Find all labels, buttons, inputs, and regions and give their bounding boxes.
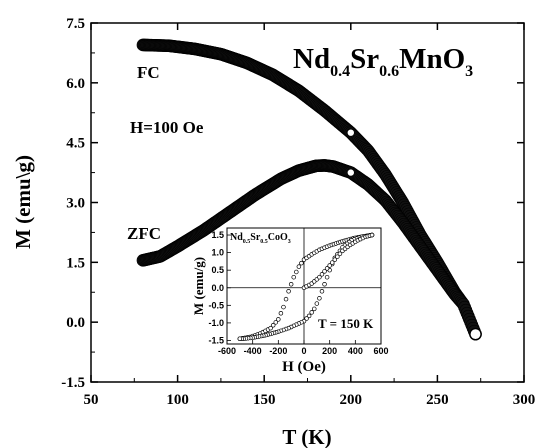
inset-hysteresis-point <box>294 269 299 275</box>
y-tick-label: 7.5 <box>66 16 85 32</box>
inset-x-axis-title: H (Oe) <box>282 359 326 375</box>
inset-x-tick-label: -400 <box>244 346 262 356</box>
y-axis-title: M (emu\g) <box>11 155 35 249</box>
x-tick-label: 100 <box>166 392 189 408</box>
inset-y-tick-label: 0.5 <box>211 265 224 275</box>
fc-open-point <box>469 328 482 341</box>
inset-hysteresis-point <box>317 296 322 301</box>
x-axis-title: T (K) <box>282 425 331 448</box>
inset-hysteresis-point <box>304 316 309 321</box>
y-tick-label: 0.0 <box>66 315 85 331</box>
inset-hysteresis-point <box>324 274 330 280</box>
x-tick-label: 250 <box>426 392 449 408</box>
x-tick-label: 50 <box>84 392 99 408</box>
inset-y-tick-label: 1.0 <box>211 248 224 258</box>
inset-y-tick-label: -1.0 <box>208 318 224 328</box>
inset-hysteresis-point <box>306 313 312 319</box>
inset-x-tick-label: -200 <box>269 346 287 356</box>
inset-y-axis-title: M (emu/g) <box>191 257 206 315</box>
inset-x-tick-label: 600 <box>373 346 388 356</box>
x-tick-label: 150 <box>253 392 276 408</box>
inset-hysteresis-point <box>270 323 276 328</box>
fc-series-label: FC <box>137 63 160 82</box>
inset-hysteresis-point <box>278 310 284 316</box>
zfc-series-label: ZFC <box>127 224 161 243</box>
x-tick-label: 200 <box>340 392 363 408</box>
inset-hysteresis-point <box>296 264 302 269</box>
inset-hysteresis-point <box>319 272 325 277</box>
inset-hysteresis-point <box>283 296 289 302</box>
title-el1: Nd <box>293 43 330 75</box>
inset-hysteresis-point <box>324 266 330 271</box>
inset-hysteresis-point <box>314 301 320 306</box>
title-el3: MnO <box>399 43 465 75</box>
y-tick-label: 3.0 <box>66 196 85 212</box>
inset-axes: -600 -400 -200 0 200 400 600 -1.5 -1.0 -0.5 0.0 0.5… <box>208 228 389 356</box>
inset-hysteresis-point <box>319 289 325 294</box>
inset-y-tick-label: 0.0 <box>211 283 224 293</box>
inset-hysteresis-point <box>322 281 327 287</box>
chart-title: Nd0.4Sr0.6MnO3 <box>293 43 473 80</box>
inset-x-tick-label: -600 <box>218 346 236 356</box>
main-series <box>136 38 482 341</box>
inset-title: Nd0.5Sr0.5CoO3 <box>230 232 291 245</box>
x-tick-label: 300 <box>513 392 536 408</box>
inset-hysteresis-point <box>369 232 375 238</box>
inset-hysteresis-point <box>299 260 304 266</box>
fc-open-point <box>346 128 355 137</box>
main-axes: 50 100 150 200 250 300 -1.5 0.0 1.5 3.0 4.5 6.0 7.5 <box>61 16 535 408</box>
inset-title-sub1: 0.5 <box>243 239 251 245</box>
inset-hysteresis-point <box>281 304 286 310</box>
y-tick-label: -1.5 <box>61 375 85 391</box>
inset-title-el3: CoO <box>268 232 288 243</box>
inset-hysteresis-point <box>322 269 327 274</box>
inset-temperature-annotation: T = 150 K <box>318 316 374 331</box>
inset-series <box>237 232 375 341</box>
y-tick-label: 4.5 <box>66 136 85 152</box>
inset-y-tick-label: 1.5 <box>211 230 224 240</box>
inset-hysteresis-point <box>288 281 294 287</box>
inset-title-el1: Nd <box>230 232 243 243</box>
inset-hysteresis-point <box>237 336 243 341</box>
inset-hysteresis-point <box>286 289 291 294</box>
title-el2: Sr <box>350 43 379 75</box>
inset-y-tick-label: -1.5 <box>208 335 224 345</box>
inset-hysteresis-point <box>332 257 338 262</box>
inset-title-sub2: 0.5 <box>260 239 268 245</box>
inset-hysteresis-point <box>317 274 322 280</box>
inset-x-tick-label: 400 <box>348 346 363 356</box>
inset-hysteresis-point <box>273 320 279 325</box>
inset-hysteresis-point <box>312 306 317 312</box>
zfc-open-point <box>346 168 355 177</box>
inset-hysteresis-point <box>268 325 273 331</box>
y-tick-label: 1.5 <box>66 255 85 271</box>
inset-y-tick-label: -0.5 <box>208 300 224 310</box>
inset-hysteresis-point <box>291 274 296 280</box>
title-sub1: 0.4 <box>330 63 350 80</box>
inset-x-tick-label: 0 <box>301 346 306 356</box>
inset-hysteresis-point <box>276 317 281 322</box>
inset-hysteresis-point <box>309 310 314 315</box>
inset-title-sub3: 3 <box>288 239 291 245</box>
title-sub2: 0.6 <box>379 63 399 80</box>
y-tick-label: 6.0 <box>66 76 85 92</box>
inset-hysteresis-point <box>335 254 340 259</box>
title-sub3: 3 <box>465 63 473 80</box>
field-annotation: H=100 Oe <box>130 118 204 137</box>
inset-hysteresis-point <box>327 263 332 268</box>
inset-title-el2: Sr <box>250 232 261 243</box>
inset-hysteresis-point <box>337 251 343 257</box>
inset-hysteresis-point <box>329 260 335 265</box>
inset-x-tick-label: 200 <box>322 346 337 356</box>
